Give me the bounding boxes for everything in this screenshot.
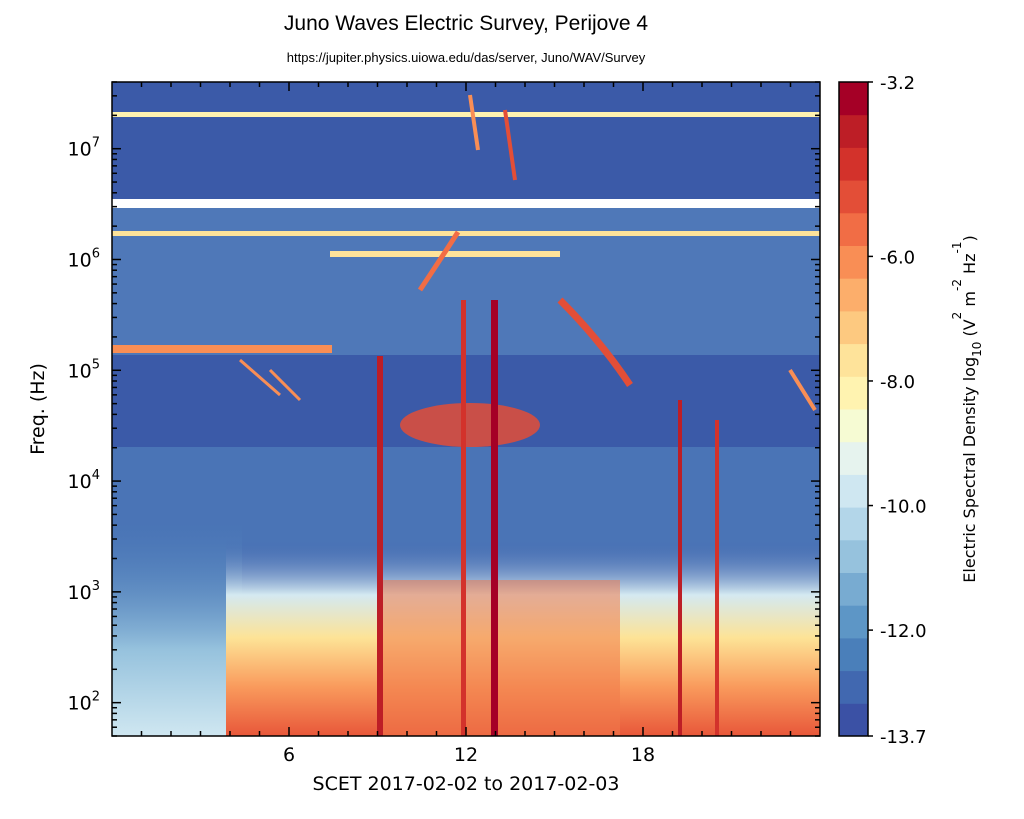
colorbar-bin bbox=[839, 507, 868, 541]
emission-streaks-right bbox=[788, 368, 817, 412]
emission-arc-right bbox=[557, 297, 633, 387]
colorbar-label: Electric Spectral Density log10 (V2 m-2 … bbox=[950, 235, 984, 582]
colorbar-tick-label: -10.0 bbox=[880, 497, 927, 518]
colorbar-bin bbox=[839, 637, 868, 672]
band-1p7e6-hz bbox=[112, 231, 820, 236]
hot-region-12h bbox=[400, 403, 540, 447]
emission-spike-upper bbox=[503, 109, 517, 181]
burst-19h bbox=[678, 400, 682, 736]
colorbar-bin bbox=[839, 343, 868, 377]
spectrogram bbox=[112, 82, 820, 736]
y-tick-label: 105 bbox=[68, 357, 100, 382]
colorbar-tick-label: -8.0 bbox=[880, 372, 915, 393]
band-2e7-hz bbox=[112, 112, 820, 117]
colorbar-bin bbox=[839, 605, 868, 639]
emission-streaks-left bbox=[239, 358, 302, 402]
emission-spike-peak bbox=[468, 94, 480, 151]
colorbar-bin bbox=[839, 278, 868, 312]
chart-title: Juno Waves Electric Survey, Perijove 4 bbox=[283, 12, 649, 35]
y-tick-label: 106 bbox=[68, 246, 100, 271]
burst-21h bbox=[715, 420, 719, 736]
colorbar-bin bbox=[839, 310, 868, 345]
y-tick-label: 102 bbox=[68, 690, 100, 715]
colorbar-tick-label: -6.0 bbox=[880, 247, 915, 268]
colorbar: -3.2 -6.0 -8.0 -10.0 -12.0 -13.7 bbox=[838, 73, 927, 748]
emission-arc-left bbox=[417, 230, 461, 292]
x-axis-label: SCET 2017-02-02 to 2017-02-03 bbox=[313, 773, 620, 795]
x-tick-label: 6 bbox=[283, 744, 295, 766]
x-axis: 6 12 18 bbox=[140, 82, 792, 766]
mid-day-enhancement bbox=[380, 580, 620, 736]
y-tick-label: 103 bbox=[68, 579, 100, 604]
y-tick-label: 104 bbox=[68, 468, 100, 493]
colorbar-tick-label: -13.7 bbox=[880, 727, 927, 748]
y-axis-label: Freq. (Hz) bbox=[27, 363, 49, 455]
colorbar-tick-label: -3.2 bbox=[880, 73, 915, 94]
burst-12h bbox=[461, 300, 466, 736]
low-frequency-edge bbox=[112, 520, 242, 736]
y-axis: 102 103 104 105 106 107 bbox=[68, 81, 820, 737]
colorbar-frame bbox=[838, 81, 869, 737]
colorbar-bin bbox=[839, 180, 868, 214]
band-3p4e5-hz bbox=[112, 345, 332, 353]
colorbar-bin bbox=[839, 212, 868, 246]
y-tick-label: 107 bbox=[68, 136, 100, 161]
colorbar-bin bbox=[839, 539, 868, 573]
colorbar-bin bbox=[839, 409, 868, 443]
x-tick-label: 18 bbox=[631, 744, 655, 766]
burst-13h bbox=[491, 300, 498, 736]
colorbar-bin bbox=[839, 703, 868, 737]
colorbar-bin bbox=[839, 245, 868, 279]
colorbar-bin bbox=[839, 572, 868, 606]
colorbar-bin bbox=[839, 114, 868, 148]
colorbar-tick-label: -12.0 bbox=[880, 621, 927, 642]
colorbar-bin bbox=[839, 670, 868, 704]
burst-09h bbox=[377, 356, 383, 736]
x-tick-label: 12 bbox=[454, 744, 478, 766]
colorbar-bin bbox=[839, 147, 868, 181]
data-gap-3e6-hz bbox=[112, 199, 820, 208]
colorbar-bin bbox=[839, 376, 868, 410]
colorbar-bin bbox=[839, 82, 868, 116]
colorbar-bin bbox=[839, 474, 868, 508]
chart-subtitle: https://jupiter.physics.uiowa.edu/das/se… bbox=[286, 50, 646, 65]
colorbar-bin bbox=[839, 441, 868, 475]
